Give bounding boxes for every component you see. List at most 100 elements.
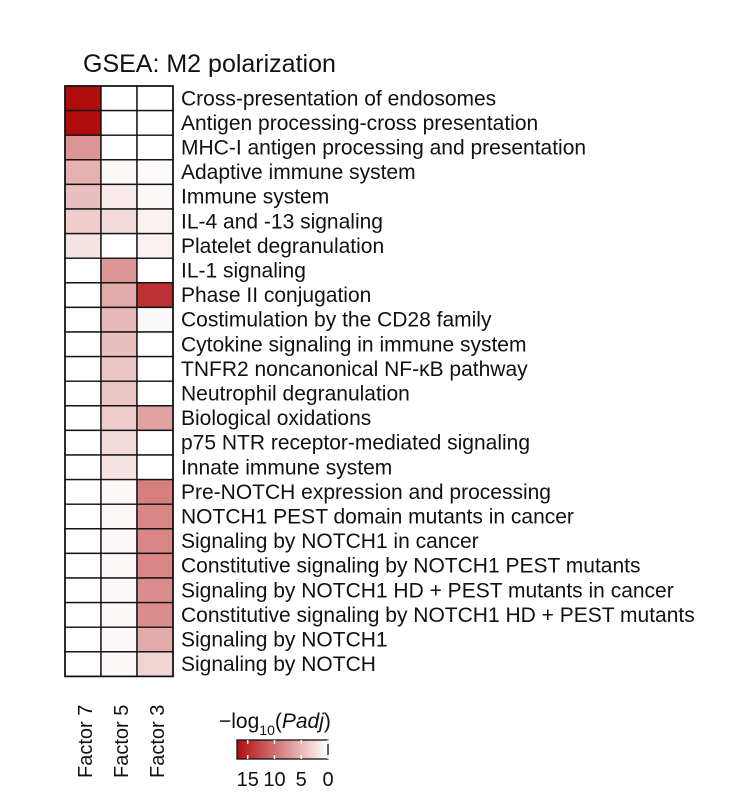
heatmap-cell-row19-factor-5	[100, 528, 138, 555]
colorbar-tick-label: 15	[237, 769, 259, 791]
factor-label-7: Factor 7	[75, 705, 97, 778]
heatmap-cell-row18-factor-7	[64, 503, 102, 530]
heatmap-cell-row7-factor-3	[136, 232, 174, 259]
heatmap-cell-row22-factor-3	[136, 601, 174, 628]
heatmap-cell-row9-factor-5	[100, 282, 138, 309]
pathway-label: Constitutive signaling by NOTCH1 HD + PE…	[181, 604, 695, 627]
colorbar-title-subscript: 10	[259, 722, 275, 738]
heatmap-cell-row8-factor-3	[136, 257, 174, 284]
pathway-label: Immune system	[181, 186, 329, 209]
heatmap-cell-row15-factor-5	[100, 429, 138, 456]
heatmap-cell-row9-factor-3	[136, 282, 174, 309]
pathway-label: Signaling by NOTCH	[181, 653, 376, 676]
heatmap-cell-row19-factor-7	[64, 528, 102, 555]
heatmap-cell-row10-factor-3	[136, 306, 174, 333]
heatmap-cell-row24-factor-5	[100, 651, 138, 678]
heatmap-cell-row19-factor-3	[136, 528, 174, 555]
heatmap-grid	[64, 85, 174, 678]
heatmap-cell-row8-factor-5	[100, 257, 138, 284]
heatmap-cell-row23-factor-5	[100, 626, 138, 653]
factor-label-5: Factor 5	[111, 705, 133, 778]
heatmap-cell-row4-factor-5	[100, 159, 138, 186]
pathway-label: Signaling by NOTCH1 in cancer	[181, 530, 479, 553]
heatmap-cell-row23-factor-7	[64, 626, 102, 653]
heatmap-cell-row1-factor-7	[64, 85, 102, 112]
pathway-label: Constitutive signaling by NOTCH1 PEST mu…	[181, 555, 640, 578]
heatmap-cell-row14-factor-7	[64, 405, 102, 432]
heatmap-cell-row16-factor-5	[100, 454, 138, 481]
heatmap-cell-row11-factor-5	[100, 331, 138, 358]
pathway-label: Signaling by NOTCH1 HD + PEST mutants in…	[181, 579, 674, 602]
pathway-label: IL-1 signaling	[181, 260, 306, 283]
heatmap-cell-row10-factor-7	[64, 306, 102, 333]
heatmap-cell-row9-factor-7	[64, 282, 102, 309]
heatmap-cell-row12-factor-5	[100, 355, 138, 382]
colorbar-tick-label: 0	[322, 769, 333, 791]
heatmap-cell-row6-factor-3	[136, 208, 174, 235]
heatmap-cell-row10-factor-5	[100, 306, 138, 333]
heatmap-cell-row2-factor-7	[64, 109, 102, 136]
factor-labels: Factor 7 Factor 5 Factor 3	[75, 705, 169, 778]
heatmap-cell-row6-factor-7	[64, 208, 102, 235]
pathway-label: MHC-I antigen processing and presentatio…	[181, 137, 586, 160]
heatmap-cell-row20-factor-5	[100, 552, 138, 579]
heatmap-cell-row5-factor-3	[136, 183, 174, 210]
heatmap-cell-row18-factor-3	[136, 503, 174, 530]
pathway-label: Antigen processing-cross presentation	[181, 112, 538, 135]
colorbar-legend: −log10(Padj) 15 10 5 0	[219, 710, 334, 791]
colorbar-tick-label: 5	[296, 769, 307, 791]
heatmap-cell-row15-factor-7	[64, 429, 102, 456]
pathway-label: Adaptive immune system	[181, 161, 416, 184]
pathway-label: Phase II conjugation	[181, 284, 371, 307]
heatmap-cell-row14-factor-5	[100, 405, 138, 432]
heatmap-cell-row7-factor-5	[100, 232, 138, 259]
heatmap-cell-row13-factor-3	[136, 380, 174, 407]
heatmap-cell-row22-factor-5	[100, 601, 138, 628]
colorbar-title-close: )	[324, 710, 331, 733]
pathway-label: Cytokine signaling in immune system	[181, 333, 526, 356]
factor-label-3: Factor 3	[147, 705, 169, 778]
heatmap-cell-row2-factor-3	[136, 109, 174, 136]
colorbar-ticks: 15 10 5 0	[237, 740, 334, 791]
heatmap-cell-row16-factor-7	[64, 454, 102, 481]
heatmap-cell-row16-factor-3	[136, 454, 174, 481]
colorbar-gradient	[236, 739, 329, 760]
heatmap-cell-row22-factor-7	[64, 601, 102, 628]
heatmap-cell-row14-factor-3	[136, 405, 174, 432]
heatmap-cell-row4-factor-7	[64, 159, 102, 186]
heatmap-cell-row21-factor-7	[64, 577, 102, 604]
heatmap-cell-row21-factor-5	[100, 577, 138, 604]
heatmap-cell-row1-factor-3	[136, 85, 174, 112]
pathway-label: Cross-presentation of endosomes	[181, 87, 496, 110]
heatmap-cell-row6-factor-5	[100, 208, 138, 235]
pathway-label: NOTCH1 PEST domain mutants in cancer	[181, 506, 574, 529]
heatmap-cell-row5-factor-5	[100, 183, 138, 210]
heatmap-cell-row1-factor-5	[100, 85, 138, 112]
heatmap-cell-row23-factor-3	[136, 626, 174, 653]
heatmap-cell-row3-factor-5	[100, 134, 138, 161]
heatmap-frame	[64, 85, 174, 678]
heatmap-cell-row4-factor-3	[136, 159, 174, 186]
colorbar-title: −log10(Padj)	[219, 710, 331, 738]
colorbar-title-open: (	[275, 710, 282, 733]
heatmap-cell-row17-factor-5	[100, 478, 138, 505]
heatmap-cell-row7-factor-7	[64, 232, 102, 259]
heatmap-cell-row3-factor-3	[136, 134, 174, 161]
heatmap-cell-row12-factor-3	[136, 355, 174, 382]
heatmap-cell-row24-factor-7	[64, 651, 102, 678]
heatmap-cell-row17-factor-7	[64, 478, 102, 505]
heatmap-cell-row24-factor-3	[136, 651, 174, 678]
chart-title: GSEA: M2 polarization	[83, 50, 336, 78]
colorbar-title-italic: Padj	[282, 710, 325, 733]
heatmap-cell-row20-factor-3	[136, 552, 174, 579]
pathway-label: IL-4 and -13 signaling	[181, 210, 383, 233]
pathway-label: Innate immune system	[181, 456, 392, 479]
pathway-label: Neutrophil degranulation	[181, 383, 410, 406]
heatmap-cell-row5-factor-7	[64, 183, 102, 210]
pathway-label: Costimulation by the CD28 family	[181, 309, 492, 332]
heatmap-cell-row18-factor-5	[100, 503, 138, 530]
colorbar-title-prefix: −log	[219, 710, 259, 733]
pathway-label: p75 NTR receptor-mediated signaling	[181, 432, 530, 455]
